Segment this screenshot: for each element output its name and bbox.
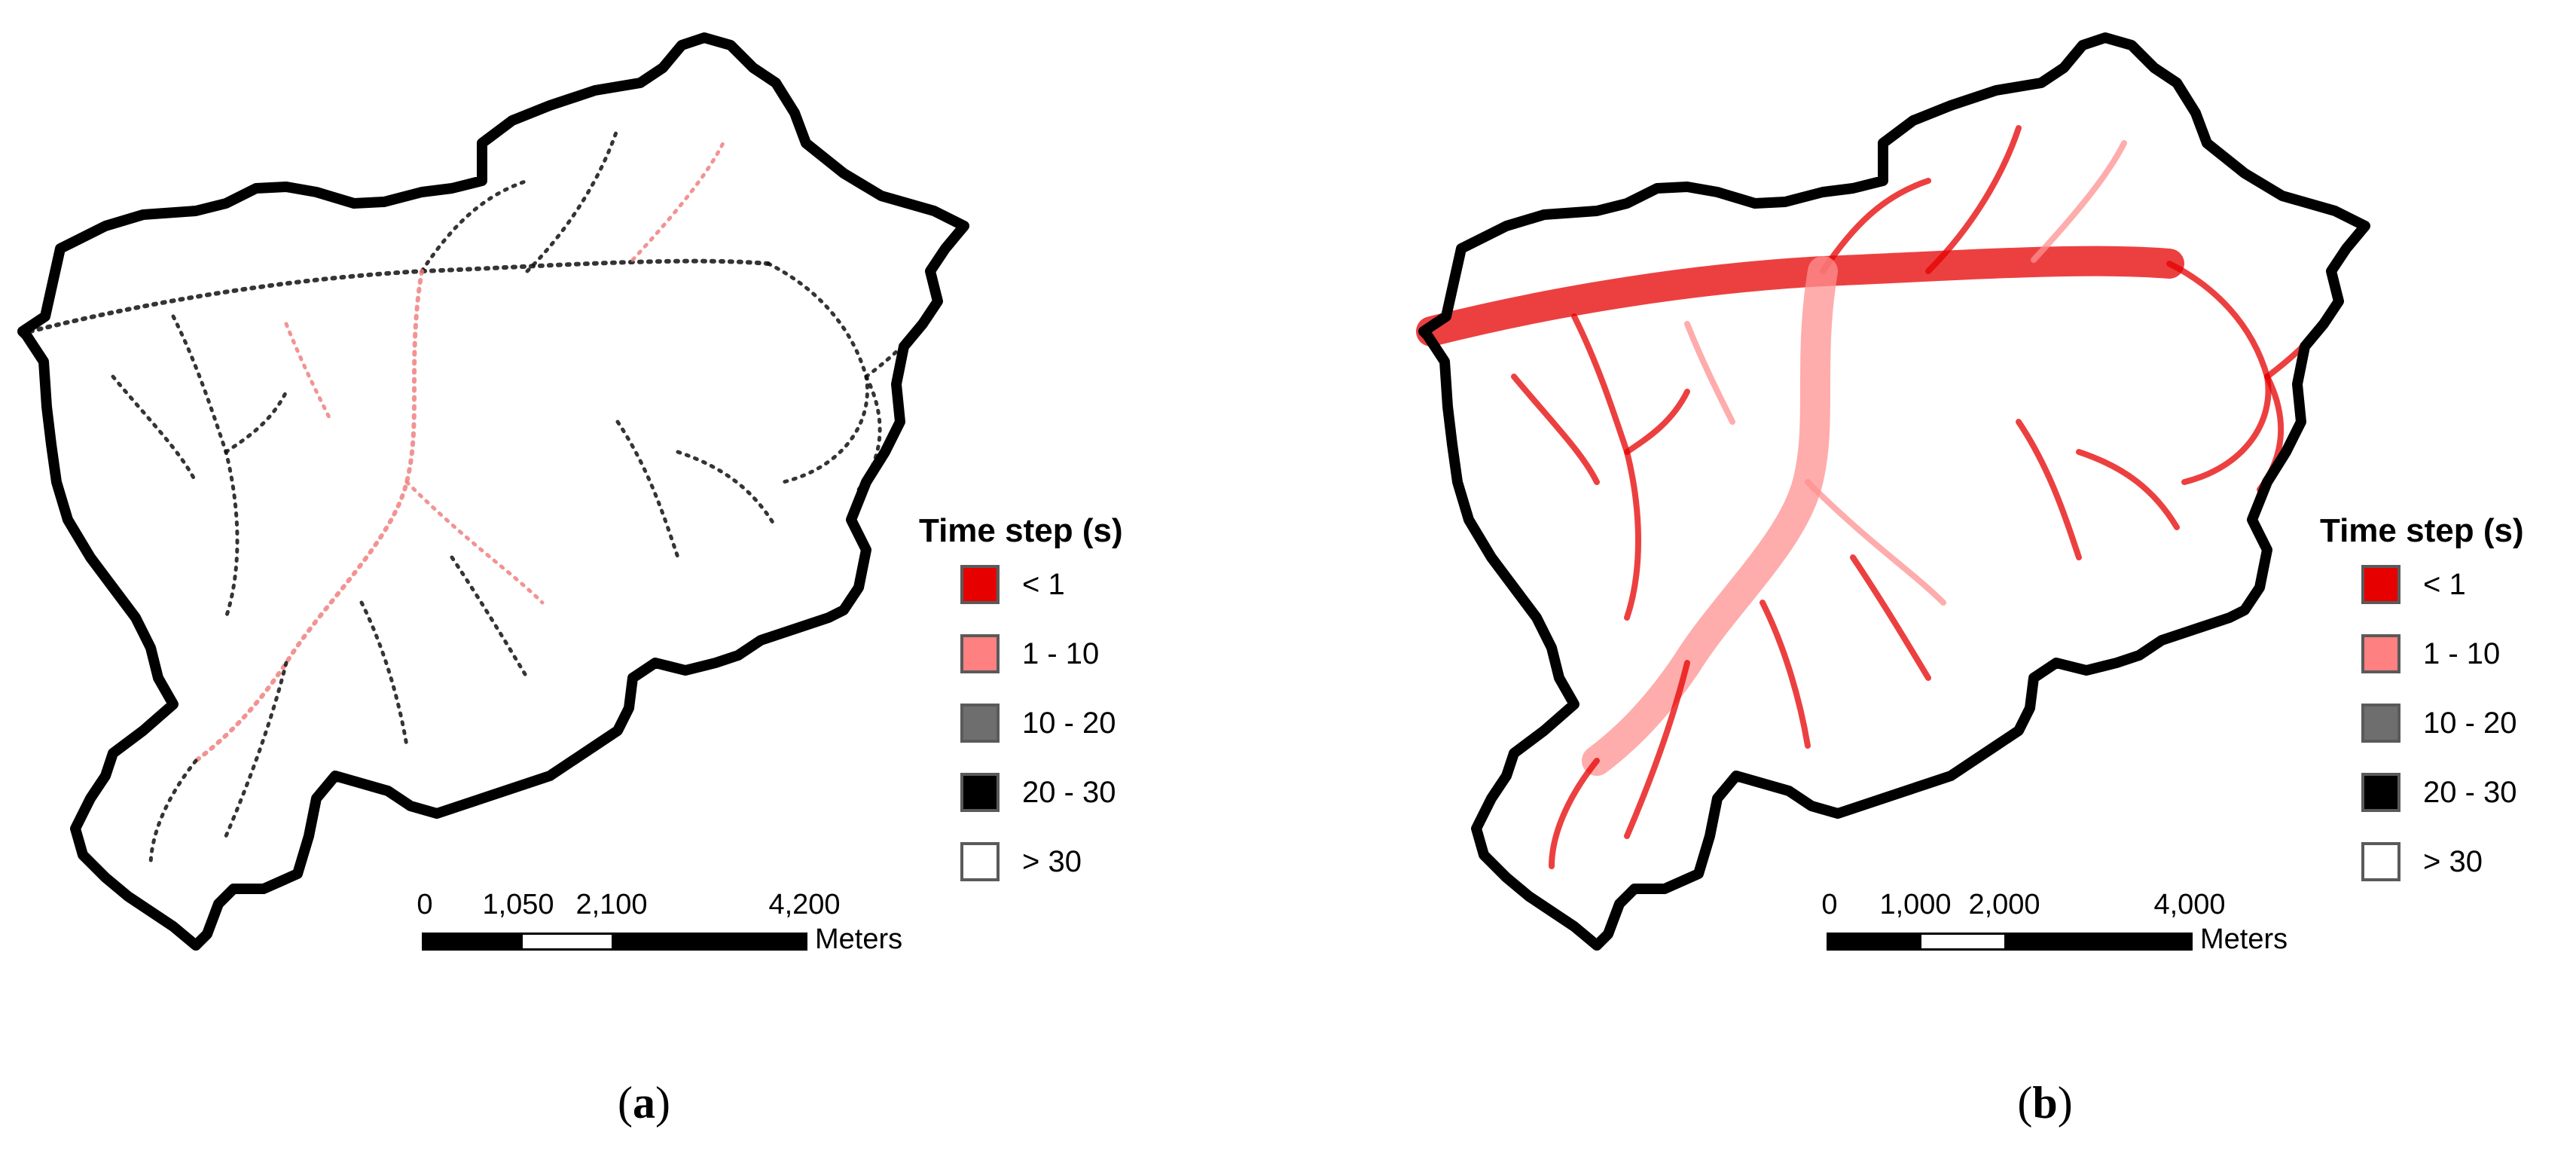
scale-tick-label: 1,050 <box>482 889 554 920</box>
watershed-map-a <box>17 32 969 951</box>
stream-line <box>404 480 545 605</box>
stream-network-b <box>1416 125 2338 869</box>
legend-item-lt1: < 1 <box>2361 565 2466 604</box>
scale-bar-b: 0 1,000 2,000 4,000 Meters <box>1821 874 2369 957</box>
legend-a: Time step (s) < 1 1 - 10 10 - 20 20 - 30… <box>919 512 1123 881</box>
legend-item-1-10: 1 - 10 <box>2361 634 2500 673</box>
stream-line <box>1925 125 2022 274</box>
legend-item-20-30: 20 - 30 <box>960 773 1116 812</box>
stream-line <box>864 307 936 379</box>
watershed-boundary-a <box>17 32 969 951</box>
legend-swatch <box>960 565 1000 604</box>
scale-tick-label: 2,000 <box>1968 889 2040 920</box>
stream-line <box>171 314 240 620</box>
scale-units: Meters <box>815 923 903 955</box>
stream-line <box>2076 449 2180 530</box>
legend-b: Time step (s) < 1 1 - 10 10 - 20 20 - 30… <box>2320 512 2524 881</box>
scale-tick-label: 0 <box>417 889 433 920</box>
legend-item-1-10: 1 - 10 <box>960 634 1099 673</box>
panel-caption-b: (b) <box>2017 1078 2073 1128</box>
stream-line <box>1820 178 1931 274</box>
legend-item-lt1: < 1 <box>960 565 1065 604</box>
stream-line <box>1805 479 1946 606</box>
scale-tick-label: 4,200 <box>768 889 841 920</box>
stream-line <box>1571 313 1641 621</box>
caption-letter: a <box>633 1078 655 1128</box>
legend-label: < 1 <box>1022 567 1065 601</box>
legend-swatch <box>2361 704 2401 743</box>
stream-line <box>1760 600 1811 749</box>
map-panel-a: Time step (s) < 1 1 - 10 10 - 20 20 - 30… <box>17 32 1123 1128</box>
scale-segment-dark <box>422 933 523 951</box>
panel-caption-a: (a) <box>618 1078 670 1128</box>
legend-swatch <box>2361 565 2401 604</box>
stream-line <box>28 258 771 334</box>
legend-item-10-20: 10 - 20 <box>2361 704 2517 743</box>
scale-tick-label: 2,100 <box>575 889 648 920</box>
legend-label: 1 - 10 <box>2423 636 2501 670</box>
stream-line <box>1549 758 1600 869</box>
scale-tick-label: 1,000 <box>1879 889 1952 920</box>
stream-line <box>420 179 530 273</box>
stream-line <box>766 261 869 484</box>
watershed-boundary-b <box>1418 32 2370 951</box>
legend-swatch <box>2361 842 2401 881</box>
legend-swatch <box>2361 773 2401 812</box>
stream-line <box>148 759 198 868</box>
scale-segment-dark <box>612 933 807 951</box>
stream-line <box>194 269 424 763</box>
stream-line <box>1850 554 1931 681</box>
legend-swatch <box>960 634 1000 673</box>
map-panel-b: Time step (s) < 1 1 - 10 10 - 20 20 - 30… <box>1401 0 2576 1163</box>
stream-line <box>525 126 620 273</box>
stream-line <box>1624 660 1690 839</box>
stream-line <box>359 600 409 748</box>
stream-line <box>2016 419 2082 560</box>
legend-item-gt30: > 30 <box>2361 842 2483 881</box>
legend-item-gt30: > 30 <box>960 842 1082 881</box>
stream-line <box>1511 374 1600 485</box>
scale-segment-dark <box>1827 933 1921 951</box>
legend-item-10-20: 10 - 20 <box>960 704 1116 743</box>
legend-title: Time step (s) <box>2320 512 2524 549</box>
legend-label: < 1 <box>2423 567 2466 601</box>
stream-line <box>450 555 530 680</box>
stream-line <box>2166 261 2272 485</box>
legend-swatch <box>960 773 1000 812</box>
legend-label: 1 - 10 <box>1022 636 1100 670</box>
legend-swatch <box>960 704 1000 743</box>
legend-item-20-30: 20 - 30 <box>2361 773 2517 812</box>
scale-segment-light <box>1919 933 2007 951</box>
stream-line <box>2031 140 2127 263</box>
caption-letter: b <box>2032 1078 2058 1128</box>
legend-label: > 30 <box>1022 844 1082 878</box>
scale-bar-a: 0 1,050 2,100 4,200 Meters <box>417 874 964 957</box>
legend-label: > 30 <box>2423 844 2483 878</box>
scale-segment-dark <box>2004 933 2193 951</box>
legend-label: 10 - 20 <box>2423 706 2517 740</box>
scale-tick-label: 0 <box>1821 889 1838 920</box>
watershed-map-b <box>1416 32 2370 951</box>
stream-line <box>676 450 778 530</box>
legend-swatch <box>960 842 1000 881</box>
legend-label: 10 - 20 <box>1022 706 1116 740</box>
stream-line <box>1416 246 2184 346</box>
scale-segment-light <box>520 933 614 951</box>
legend-label: 20 - 30 <box>1022 775 1116 809</box>
stream-line <box>615 420 680 560</box>
legend-label: 20 - 30 <box>2423 775 2517 809</box>
stream-line <box>224 389 288 454</box>
stream-line <box>284 322 334 424</box>
legend-title: Time step (s) <box>919 512 1123 549</box>
scale-tick-label: 4,000 <box>2153 889 2226 920</box>
stream-line <box>111 374 198 484</box>
stream-line <box>1624 389 1690 455</box>
stream-network-a <box>28 126 936 868</box>
stream-line <box>1582 256 1838 776</box>
stream-line <box>1684 321 1735 425</box>
stream-line <box>630 141 725 262</box>
scale-units: Meters <box>2200 923 2288 955</box>
stream-line <box>224 661 288 838</box>
legend-swatch <box>2361 634 2401 673</box>
